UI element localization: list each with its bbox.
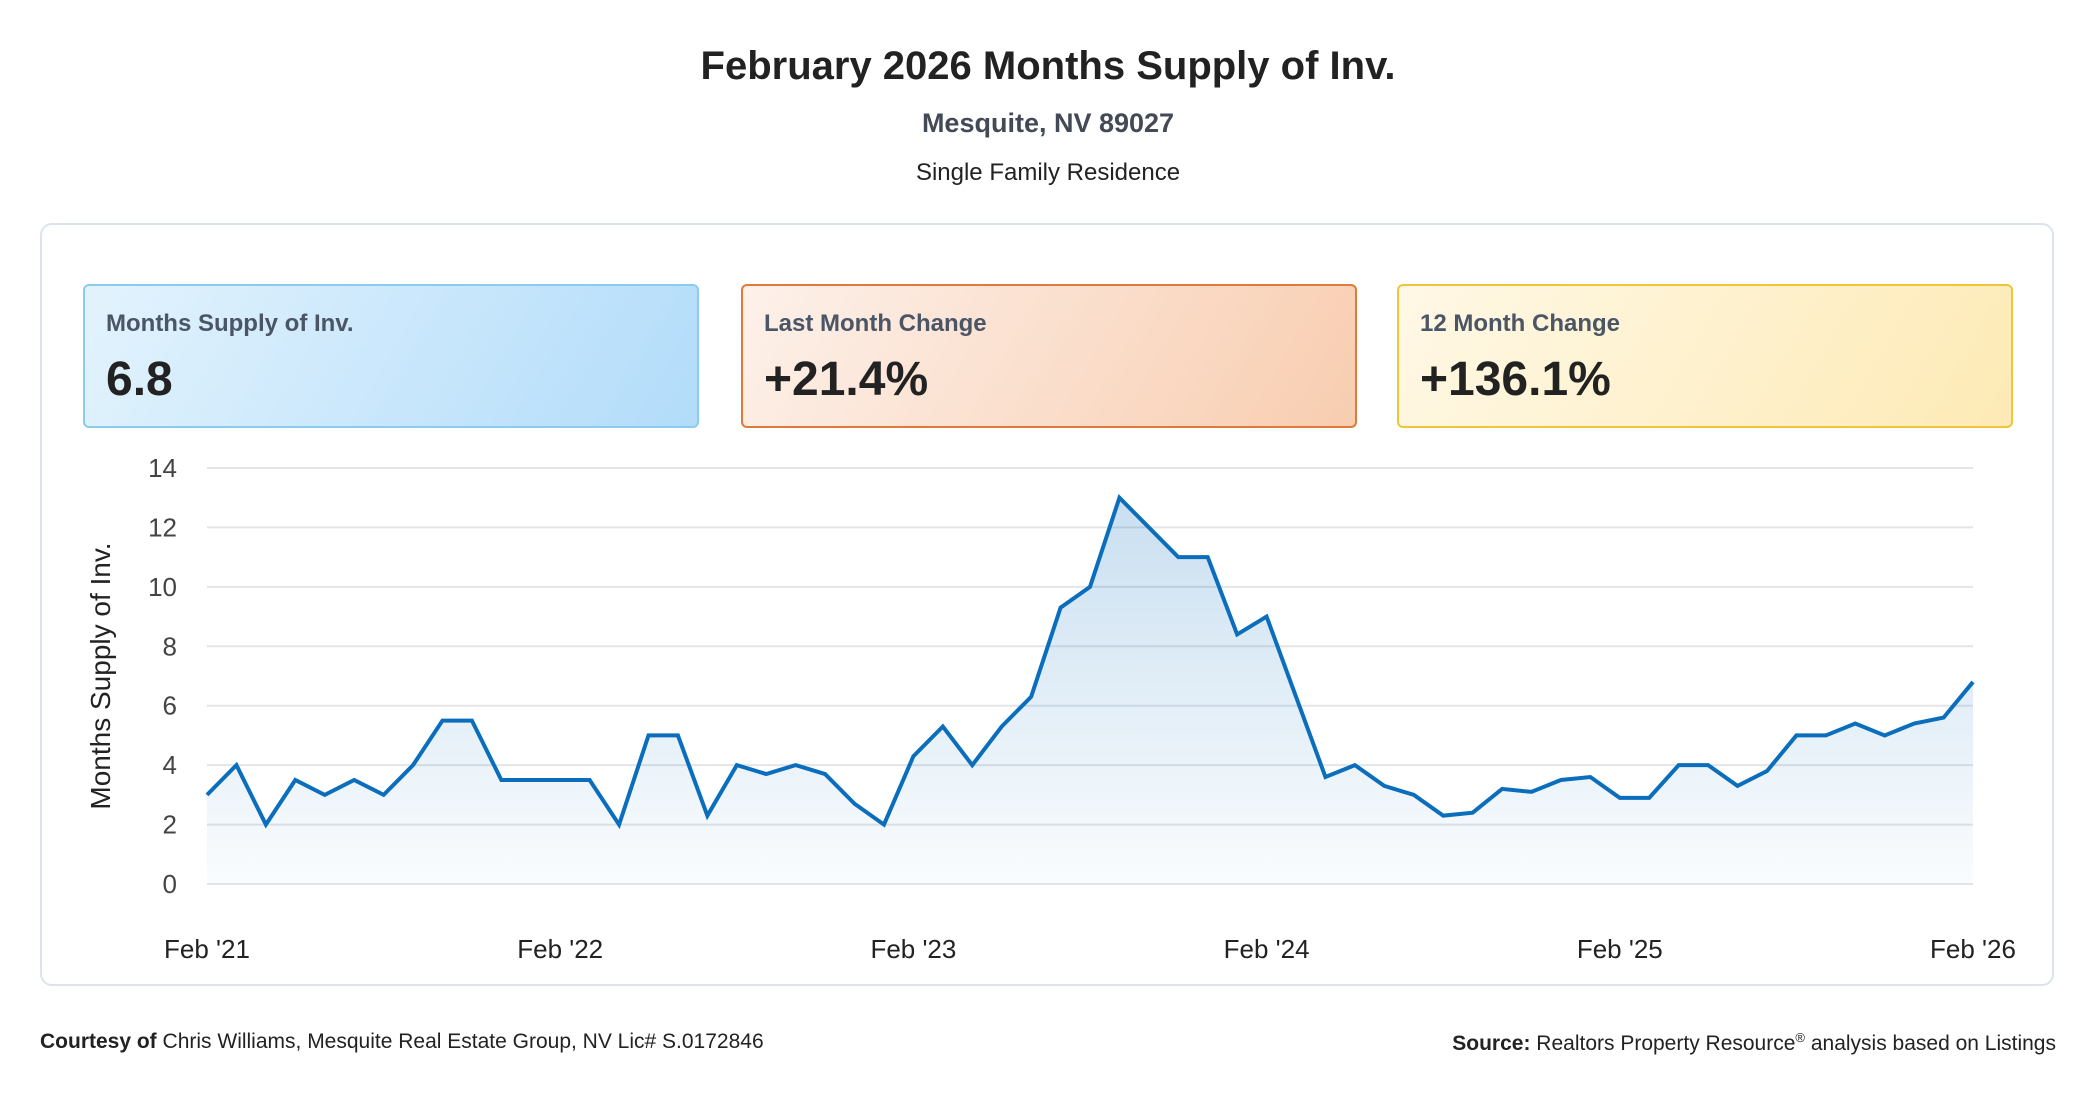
x-tick-label: Feb '26: [1930, 934, 2016, 964]
stat-value: +21.4%: [764, 353, 929, 406]
x-tick-label: Feb '23: [870, 934, 956, 964]
page-title: February 2026 Months Supply of Inv.: [700, 44, 1396, 88]
stat-value: 6.8: [106, 353, 173, 406]
source-label: Source:: [1452, 1032, 1531, 1055]
y-tick-label: 12: [148, 512, 177, 542]
stat-label: Months Supply of Inv.: [106, 310, 354, 337]
source-text: Realtors Property Resource: [1536, 1032, 1796, 1055]
y-tick-label: 8: [163, 631, 177, 661]
stat-card-last-month-change: Last Month Change +21.4%: [741, 284, 1357, 428]
series-line: [205, 493, 1975, 830]
stat-label: Last Month Change: [764, 310, 987, 337]
x-tick-label: Feb '25: [1577, 934, 1663, 964]
x-tick-label: Feb '24: [1224, 934, 1310, 964]
source-footer: Source: Realtors Property Resource® anal…: [1452, 1030, 2056, 1056]
area-fill: [207, 497, 1973, 884]
y-tick-label: 6: [163, 691, 177, 721]
y-axis-label: Months Supply of Inv.: [85, 542, 116, 809]
location-subtitle: Mesquite, NV 89027: [921, 108, 1175, 138]
registered-mark: ®: [1795, 1030, 1805, 1045]
stat-label: 12 Month Change: [1420, 310, 1621, 337]
property-type: Single Family Residence: [915, 159, 1181, 186]
stat-card-months-supply: Months Supply of Inv. 6.8: [83, 284, 699, 428]
stat-value: +136.1%: [1420, 353, 1611, 406]
courtesy-footer: Courtesy of Chris Williams, Mesquite Rea…: [40, 1030, 764, 1054]
y-tick-label: 14: [148, 453, 177, 483]
y-tick-label: 2: [163, 810, 177, 840]
y-tick-label: 0: [163, 869, 177, 899]
x-tick-label: Feb '22: [517, 934, 603, 964]
courtesy-text: Chris Williams, Mesquite Real Estate Gro…: [162, 1030, 764, 1053]
source-tail: analysis based on Listings: [1805, 1032, 2056, 1055]
x-tick-label: Feb '21: [164, 934, 250, 964]
stat-card-12-month-change: 12 Month Change +136.1%: [1397, 284, 2013, 428]
y-tick-label: 4: [163, 750, 177, 780]
y-tick-label: 10: [148, 572, 177, 602]
chart-panel: [40, 223, 2054, 986]
courtesy-label: Courtesy of: [40, 1030, 157, 1053]
